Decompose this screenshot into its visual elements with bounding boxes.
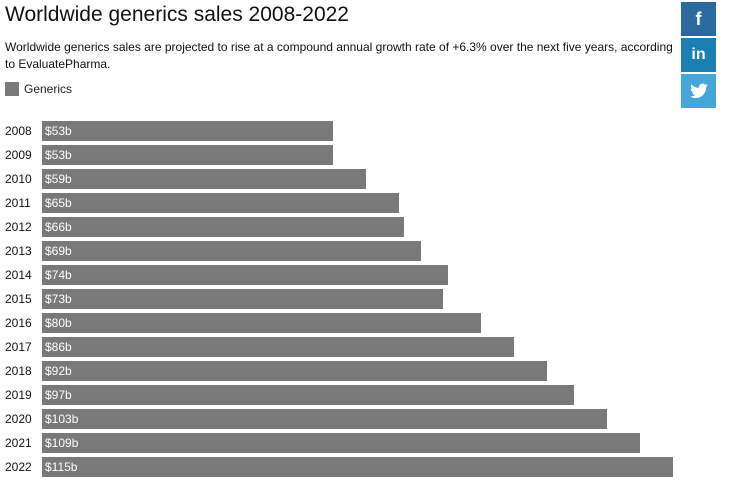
bar	[42, 241, 421, 261]
value-label: $59b	[45, 172, 72, 186]
chart-title: Worldwide generics sales 2008-2022	[5, 3, 349, 26]
value-label: $115b	[45, 460, 78, 474]
y-tick-label: 2018	[5, 364, 32, 378]
value-label: $103b	[45, 412, 79, 426]
bar	[42, 169, 366, 189]
value-label: $86b	[45, 340, 72, 354]
y-tick-label: 2016	[5, 316, 32, 330]
value-label: $92b	[45, 364, 72, 378]
legend-label: Generics	[24, 82, 73, 96]
chart-subtitle: Worldwide generics sales are projected t…	[5, 40, 673, 71]
y-tick-label: 2017	[5, 340, 32, 354]
y-tick-label: 2021	[5, 436, 32, 450]
bar	[42, 361, 547, 381]
y-tick-label: 2015	[5, 292, 32, 306]
value-label: $65b	[45, 196, 72, 210]
y-tick-label: 2019	[5, 388, 32, 402]
y-tick-label: 2020	[5, 412, 32, 426]
value-label: $97b	[45, 388, 72, 402]
value-label: $53b	[45, 124, 72, 138]
y-tick-label: 2010	[5, 172, 32, 186]
legend-swatch	[5, 82, 19, 96]
y-tick-label: 2013	[5, 244, 32, 258]
value-label: $73b	[45, 292, 72, 306]
linkedin-button[interactable]: in	[681, 38, 716, 72]
y-tick-label: 2009	[5, 148, 32, 162]
value-label: $66b	[45, 220, 72, 234]
bar	[42, 457, 673, 477]
y-tick-label: 2012	[5, 220, 32, 234]
value-label: $109b	[45, 436, 79, 450]
value-label: $80b	[45, 316, 72, 330]
bar	[42, 385, 575, 405]
y-tick-label: 2022	[5, 460, 32, 474]
facebook-button[interactable]: f	[681, 2, 716, 36]
bar	[42, 265, 449, 285]
value-label: $69b	[45, 244, 72, 258]
twitter-button[interactable]	[681, 74, 716, 108]
bar	[42, 121, 333, 141]
value-label: $74b	[45, 268, 72, 282]
bar	[42, 409, 608, 429]
bar	[42, 433, 641, 453]
bar	[42, 313, 481, 333]
bar	[42, 217, 405, 237]
bar	[42, 193, 399, 213]
bar	[42, 145, 333, 165]
bar	[42, 337, 514, 357]
y-tick-label: 2008	[5, 124, 32, 138]
twitter-icon	[689, 83, 708, 99]
y-tick-label: 2011	[5, 196, 31, 210]
bar	[42, 289, 443, 309]
value-label: $53b	[45, 148, 72, 162]
y-tick-label: 2014	[5, 268, 32, 282]
